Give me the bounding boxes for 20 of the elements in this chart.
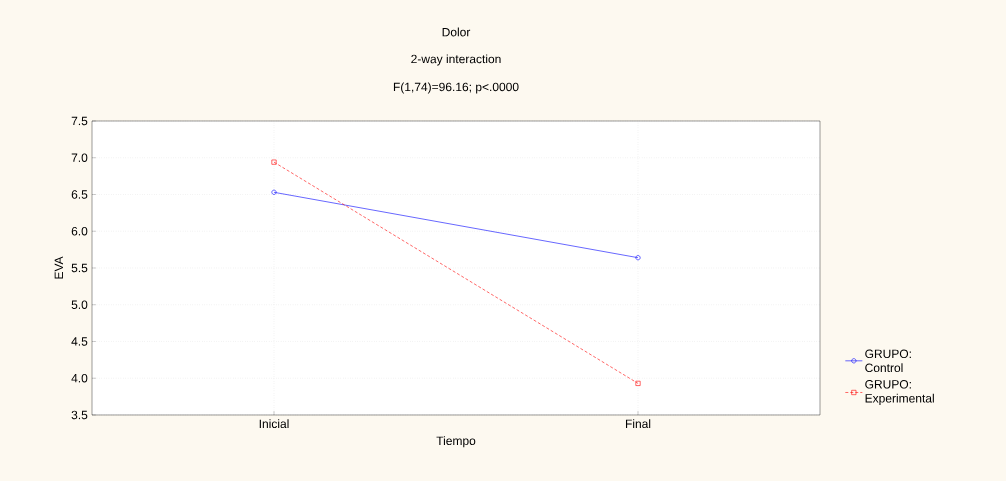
- x-axis-title: Tiempo: [436, 436, 476, 448]
- chart-title: Dolor: [442, 27, 471, 37]
- point: [635, 380, 641, 386]
- text: F(1,74)=96.16; p<.0000: [393, 82, 519, 94]
- y-tick-label: 4.0: [71, 373, 88, 383]
- y-tick-label: 6.0: [71, 226, 88, 236]
- y-tick-label: 4.5: [71, 337, 88, 346]
- x-tick-label: Final: [625, 419, 651, 428]
- legend-label: GRUPO: Control: [865, 349, 911, 373]
- legend-label: GRUPO: Experimental: [865, 380, 934, 405]
- y-tick-label: 6.5: [71, 190, 88, 199]
- y-tick-label: 3.5: [71, 410, 88, 420]
- y-tick-label: 7.5: [71, 116, 88, 126]
- y-tick-label: 7.0: [71, 153, 88, 162]
- y-tick-label: 5.0: [71, 300, 88, 309]
- x-tick-label: Inicial: [259, 419, 289, 428]
- y-tick-label: 5.5: [71, 263, 88, 273]
- chart-subtitle: 2-way interaction: [411, 54, 501, 66]
- y-axis-title: EVA: [54, 256, 63, 279]
- point: [271, 159, 277, 165]
